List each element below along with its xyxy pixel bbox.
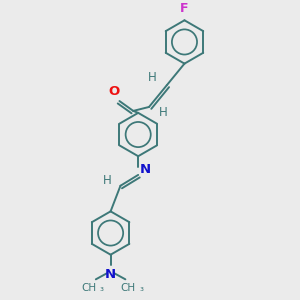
Text: H: H [103, 174, 112, 187]
Text: ₃: ₃ [139, 283, 143, 293]
Text: CH: CH [81, 283, 97, 293]
Text: N: N [105, 268, 116, 281]
Text: H: H [148, 71, 157, 84]
Text: N: N [140, 164, 151, 176]
Text: CH: CH [121, 283, 136, 293]
Text: H: H [159, 106, 168, 119]
Text: O: O [108, 85, 119, 98]
Text: F: F [180, 2, 189, 15]
Text: ₃: ₃ [100, 283, 104, 293]
